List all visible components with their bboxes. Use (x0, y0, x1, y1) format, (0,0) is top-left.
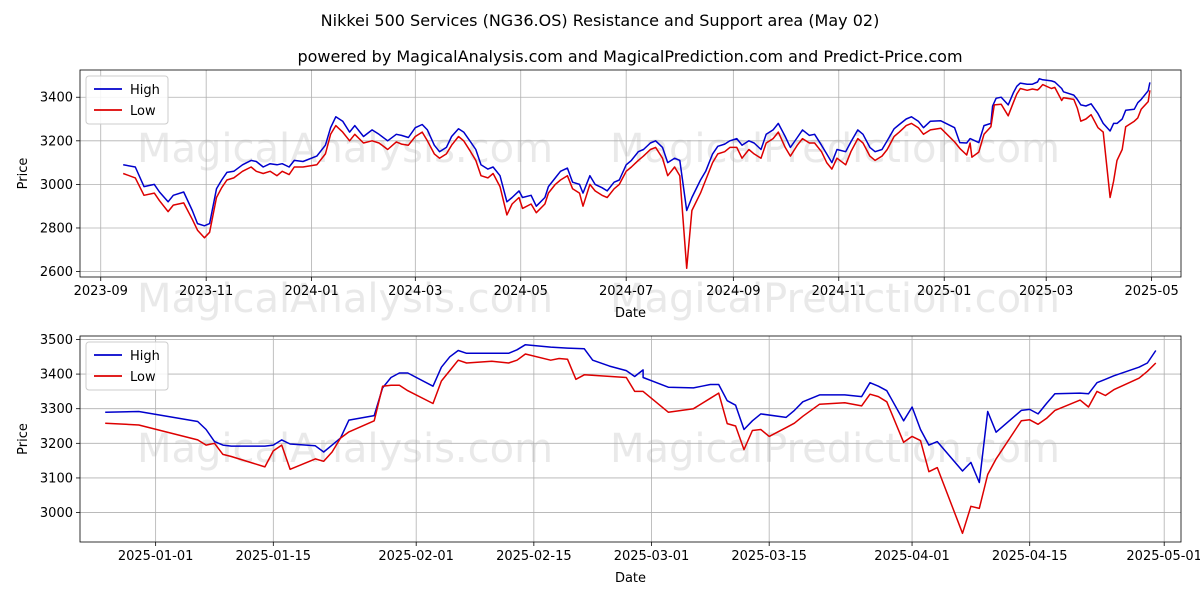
x-tick-label: 2025-01 (917, 284, 971, 299)
plot-frame (79, 335, 1182, 543)
x-tick-label: 2024-09 (706, 284, 760, 299)
watermark-top-right: MagicalPrediction.com (610, 126, 1060, 172)
x-tick-label: 2025-04-01 (874, 549, 950, 564)
legend-box (85, 341, 169, 391)
x-tick-label: 2025-05 (1124, 284, 1178, 299)
legend-label-high: High (130, 349, 160, 364)
x-tick-label: 2025-03 (1019, 284, 1073, 299)
watermark-top-left: MagicalAnalysis.com (137, 126, 553, 172)
series-line-low (105, 353, 1157, 535)
bottom-chart-panel: 2025-01-01 2025-01-15 2025-02-01 2025-02-15… (16, 333, 1200, 586)
series-line-high (105, 343, 1157, 484)
y-tick-label: 2600 (40, 265, 73, 280)
series-line-high (123, 77, 1151, 227)
x-tick-label: 2024-11 (812, 284, 866, 299)
x-tick-label: 2023-09 (74, 284, 128, 299)
x-tick-label: 2025-02-01 (378, 549, 454, 564)
legend-box (85, 75, 169, 125)
x-tick-label: 2024-05 (494, 284, 548, 299)
x-tick-label: 2023-11 (179, 284, 233, 299)
y-tick-label: 3500 (40, 333, 73, 348)
x-tick-label: 2025-02-15 (496, 549, 572, 564)
y-tick-label: 3100 (40, 471, 73, 486)
x-axis-label: Date (615, 306, 646, 321)
y-tick-label: 3300 (40, 402, 73, 417)
x-tick-label: 2024-03 (388, 284, 442, 299)
top-chart-panel: 2023-09 2023-11 2024-01 2024-03 2024-05 2024-… (16, 69, 1182, 321)
x-tick-label: 2025-03-01 (614, 549, 690, 564)
watermark-mid-left: MagicalAnalysis.com (137, 276, 553, 322)
legend: High Low (85, 75, 169, 125)
x-tick-label: 2025-03-15 (731, 549, 807, 564)
x-tick-label: 2025-05-01 (1126, 549, 1200, 564)
y-tick-label: 3400 (40, 368, 73, 383)
x-axis-label: Date (615, 571, 646, 586)
legend-label-low: Low (130, 104, 156, 119)
x-tick-label: 2025-04-15 (992, 549, 1068, 564)
x-tick-label: 2024-01 (284, 284, 338, 299)
chart-subtitle: powered by MagicalAnalysis.com and Magic… (297, 47, 962, 66)
x-tick-label: 2024-07 (599, 284, 653, 299)
legend: High Low (85, 341, 169, 391)
y-axis-label: Price (16, 423, 31, 455)
y-axis-label: Price (16, 158, 31, 190)
y-tick-label: 2800 (40, 221, 73, 236)
y-tick-label: 3000 (40, 506, 73, 521)
series-line-low (122, 83, 1151, 270)
y-tick-label: 3200 (40, 437, 73, 452)
x-tick-label: 2025-01-15 (236, 549, 312, 564)
plot-frame (79, 69, 1182, 278)
series-group (105, 343, 1157, 535)
y-tick-label: 3000 (40, 178, 73, 193)
watermark-group: MagicalAnalysis.com MagicalPrediction.co… (137, 126, 1060, 472)
watermark-bottom-left: MagicalAnalysis.com (137, 426, 553, 472)
y-tick-label: 3200 (40, 134, 73, 149)
chart-title: Nikkei 500 Services (NG36.OS) Resistance… (321, 11, 880, 30)
legend-label-low: Low (130, 370, 156, 385)
series-group (122, 77, 1151, 270)
y-tick-label: 3400 (40, 91, 73, 106)
x-tick-label: 2025-01-01 (118, 549, 194, 564)
watermark-mid-right: MagicalPrediction.com (610, 276, 1060, 322)
legend-label-high: High (130, 83, 160, 98)
